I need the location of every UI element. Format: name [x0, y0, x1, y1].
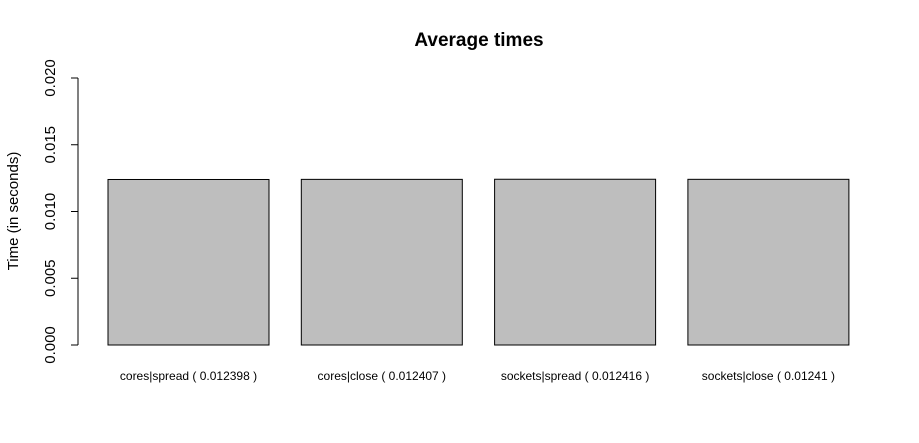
y-tick-label: 0.010	[42, 193, 59, 231]
bars	[107, 178, 850, 346]
x-tick-labels: cores|spread ( 0.012398 ) cores|close ( 0…	[120, 369, 835, 383]
bar	[107, 178, 270, 346]
x-tick-label: sockets|close ( 0.01241 )	[702, 369, 835, 383]
bar	[687, 178, 850, 346]
y-axis: 0.000 0.005 0.010 0.015 0.020	[42, 59, 79, 364]
y-tick-label: 0.005	[42, 259, 59, 297]
bar	[300, 178, 463, 346]
x-tick-label: cores|spread ( 0.012398 )	[120, 369, 257, 383]
bar	[494, 178, 657, 346]
y-tick-label: 0.000	[42, 326, 59, 364]
y-axis-label: Time (in seconds)	[5, 152, 22, 271]
x-tick-label: cores|close ( 0.012407 )	[318, 369, 447, 383]
x-tick-label: sockets|spread ( 0.012416 )	[501, 369, 650, 383]
chart-title: Average times	[414, 30, 543, 51]
y-tick-label: 0.015	[42, 126, 59, 164]
y-tick-label: 0.020	[42, 59, 59, 97]
